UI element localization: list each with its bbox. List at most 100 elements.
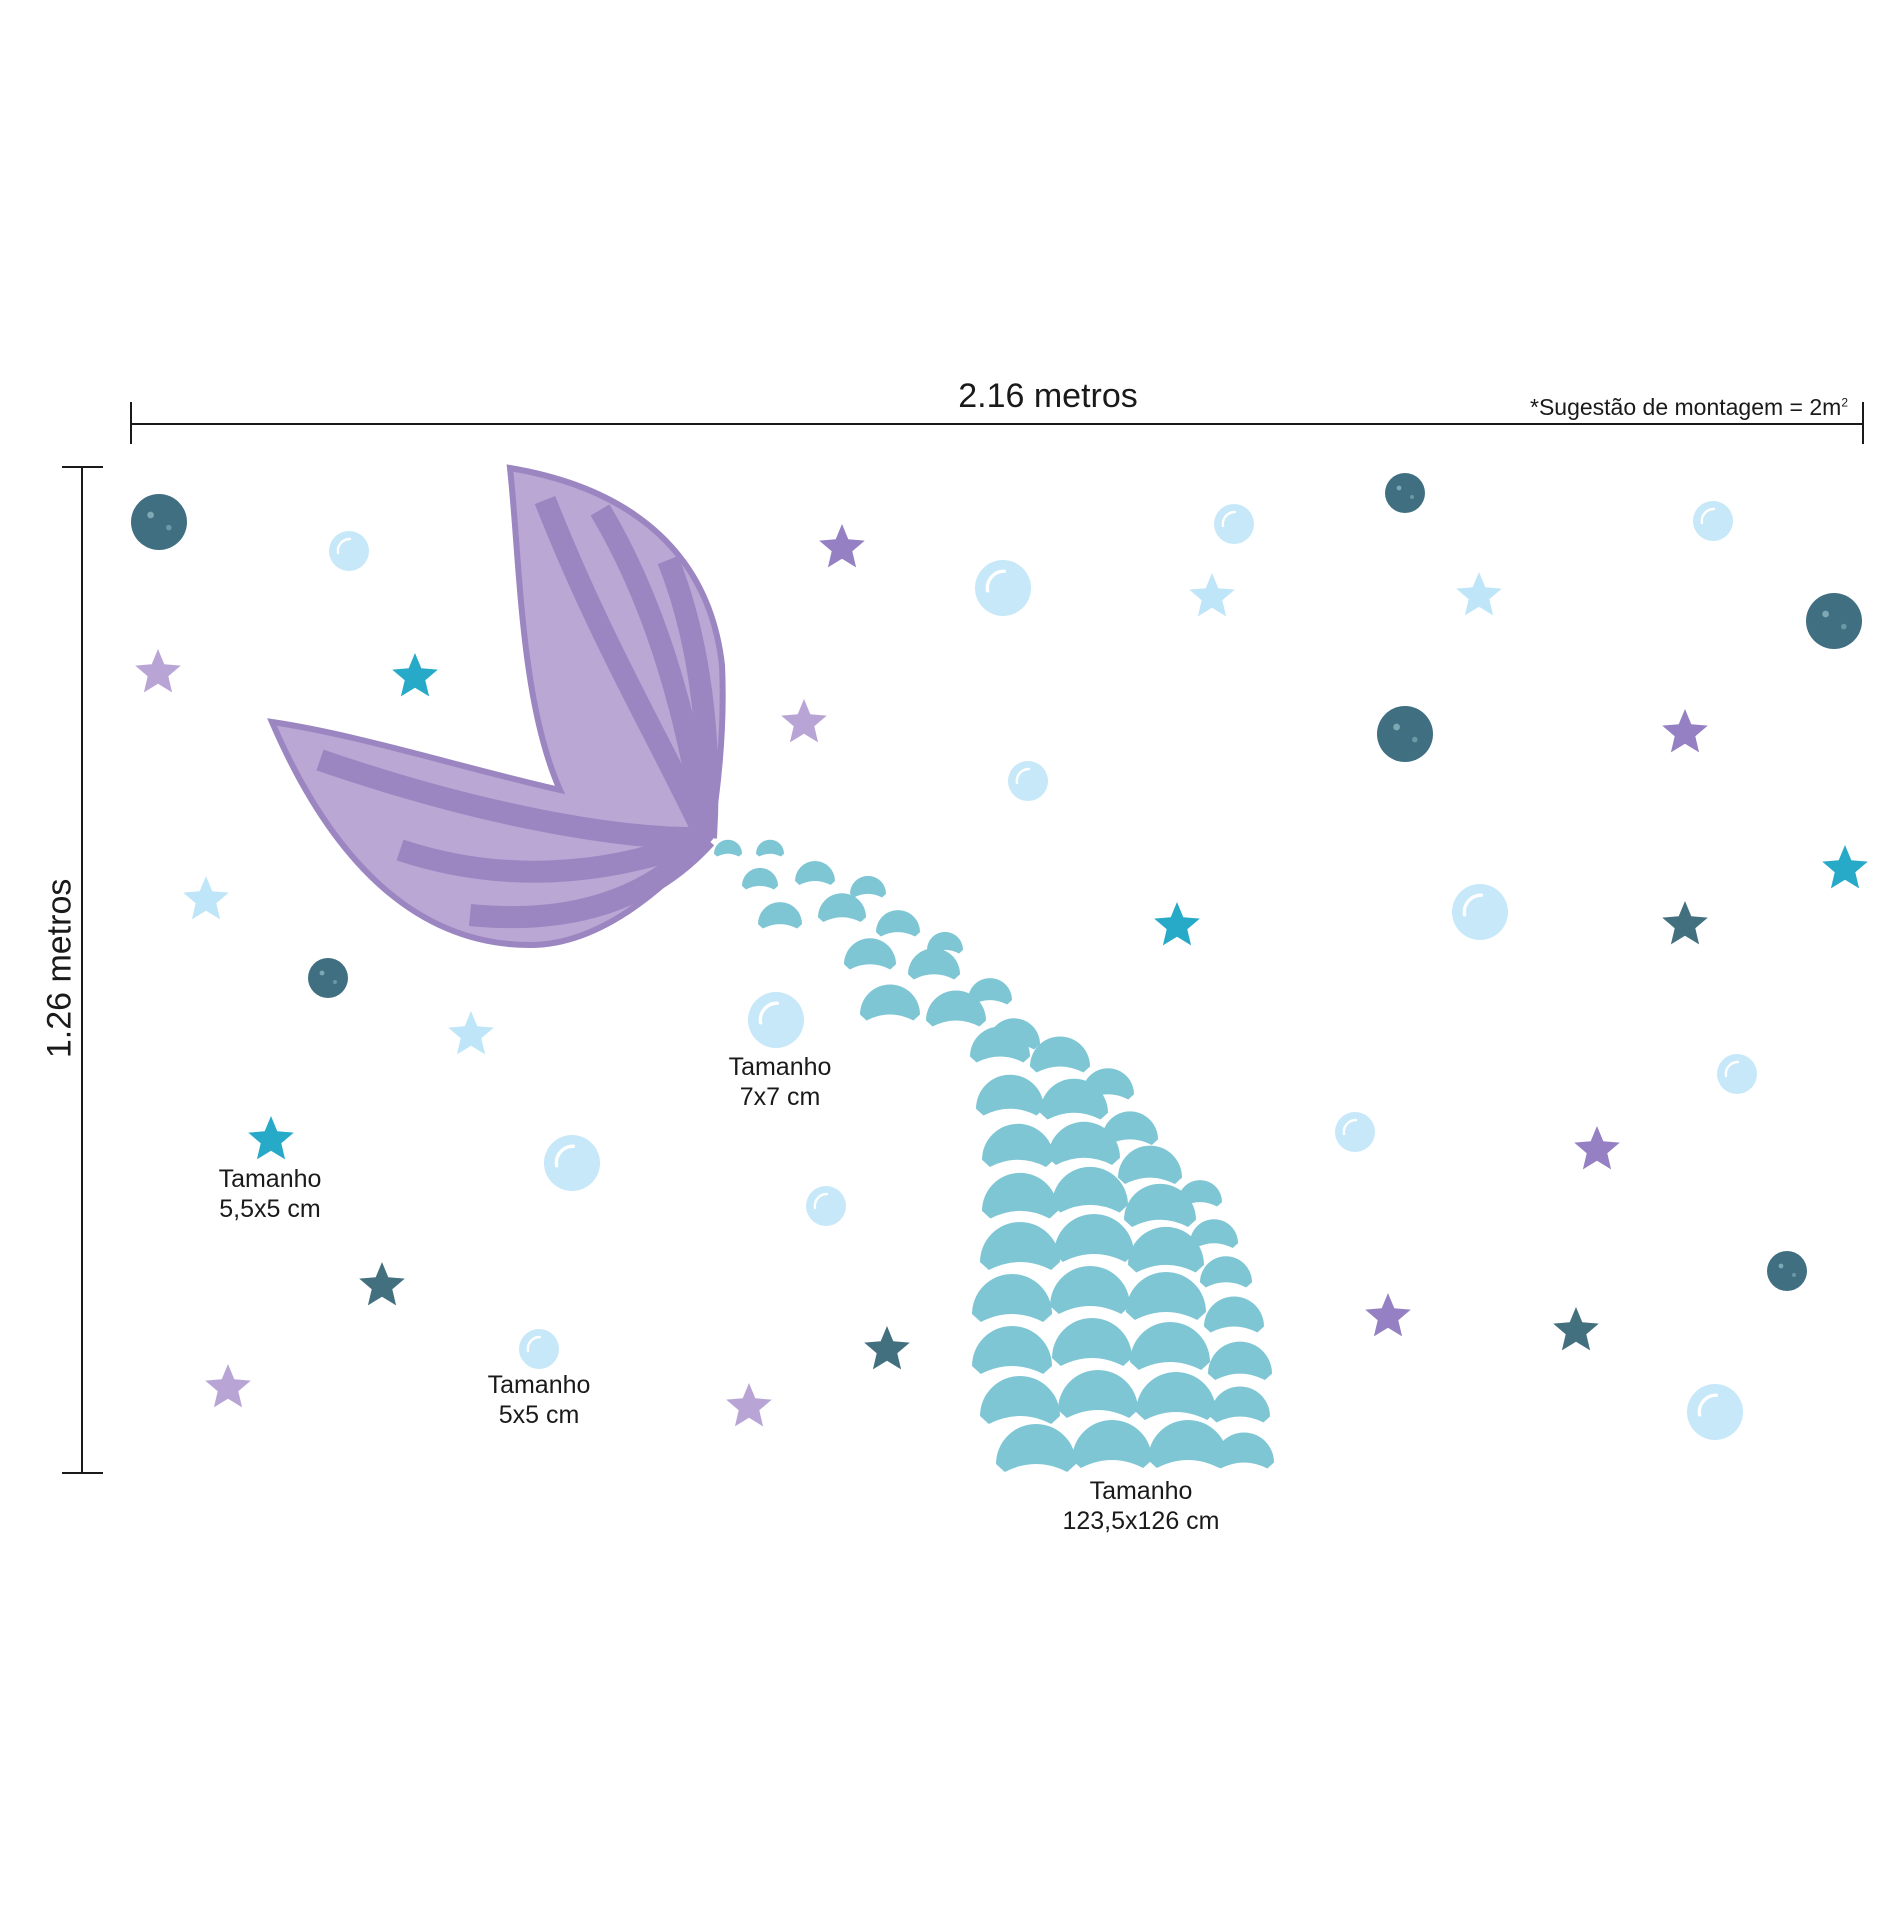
bubble-body bbox=[975, 560, 1031, 616]
glitter-dot-body bbox=[308, 958, 348, 998]
fish-scale-icon bbox=[1204, 1296, 1264, 1333]
bubble-icon bbox=[748, 992, 804, 1048]
size-label-value: 5x5 cm bbox=[498, 1401, 580, 1429]
star-icon bbox=[1574, 1126, 1620, 1170]
tail-fin-stripe bbox=[657, 555, 719, 839]
star-icon bbox=[1456, 572, 1502, 616]
glitter-dot-body bbox=[1385, 473, 1425, 513]
fish-scale-icon bbox=[1054, 1214, 1134, 1262]
size-label-tail: Tamanho 123,5x126 cm bbox=[1021, 1476, 1261, 1536]
bubble-highlight bbox=[554, 1144, 576, 1168]
bubble-highlight bbox=[1724, 1060, 1740, 1078]
fish-scale-icon bbox=[714, 839, 742, 857]
glitter-dot-sparkle bbox=[319, 970, 325, 976]
fish-scale-icon bbox=[1148, 1420, 1228, 1468]
fish-scale-icon bbox=[926, 990, 986, 1027]
mounting-note: *Sugestão de montagem = 2m2 bbox=[1530, 394, 1848, 422]
size-label-bubble: Tamanho 7x7 cm bbox=[660, 1052, 900, 1112]
glitter-dot-icon bbox=[1806, 593, 1862, 649]
bubble-icon bbox=[1335, 1112, 1375, 1152]
star-icon bbox=[1662, 709, 1708, 753]
bubble-highlight bbox=[985, 569, 1007, 593]
star-icon bbox=[248, 1116, 294, 1160]
glitter-dot-body bbox=[1767, 1251, 1807, 1291]
fish-scale-icon bbox=[1030, 1036, 1090, 1073]
star-icon bbox=[1553, 1307, 1599, 1351]
tail-fin-stripe bbox=[316, 749, 707, 850]
fish-scale-icon bbox=[1126, 1272, 1206, 1320]
star-icon bbox=[1365, 1293, 1411, 1337]
bubble-highlight bbox=[336, 537, 352, 555]
size-label-title: Tamanho bbox=[728, 1053, 832, 1081]
bubble-icon bbox=[806, 1186, 846, 1226]
fish-scale-icon bbox=[1052, 1166, 1128, 1213]
height-label: 1.26 metros bbox=[40, 878, 79, 1059]
bubble-highlight bbox=[526, 1335, 542, 1353]
glitter-dot-icon bbox=[1385, 473, 1425, 513]
bubble-highlight bbox=[1700, 507, 1716, 525]
star-icon bbox=[864, 1326, 910, 1370]
star-icon bbox=[183, 876, 229, 920]
glitter-dot-sparkle bbox=[147, 511, 154, 519]
star-icon bbox=[726, 1383, 772, 1427]
glitter-dot-sparkle bbox=[1410, 495, 1414, 499]
size-label-value: 5,5x5 cm bbox=[219, 1195, 321, 1223]
star-icon bbox=[392, 653, 438, 697]
bubble-body bbox=[544, 1135, 600, 1191]
size-label-star: Tamanho 5,5x5 cm bbox=[150, 1164, 390, 1224]
fish-scale-icon bbox=[972, 1326, 1052, 1374]
bubble-icon bbox=[1008, 761, 1048, 801]
bubble-icon bbox=[1687, 1384, 1743, 1440]
star-icon bbox=[781, 699, 827, 743]
bubble-body bbox=[519, 1329, 559, 1369]
mounting-note-text: *Sugestão de montagem = 2m bbox=[1530, 394, 1842, 420]
star-icon bbox=[205, 1364, 251, 1408]
fish-scale-icon bbox=[1118, 1145, 1182, 1184]
glitter-dot-icon bbox=[308, 958, 348, 998]
fish-scale-icon bbox=[1210, 1386, 1270, 1423]
fish-scale-icon bbox=[996, 1424, 1076, 1472]
bubble-body bbox=[1335, 1112, 1375, 1152]
glitter-dot-sparkle bbox=[1778, 1263, 1784, 1269]
fish-scale-icon bbox=[1048, 1121, 1120, 1165]
bubble-highlight bbox=[758, 1001, 780, 1025]
fish-scale-icon bbox=[980, 1376, 1060, 1424]
bubble-highlight bbox=[813, 1192, 829, 1210]
bubble-body bbox=[1687, 1384, 1743, 1440]
size-label-title: Tamanho bbox=[218, 1165, 322, 1193]
fish-scale-icon bbox=[860, 984, 920, 1021]
star-icon bbox=[1189, 573, 1235, 617]
bubble-highlight bbox=[1462, 893, 1484, 917]
glitter-dot-sparkle bbox=[1396, 485, 1402, 491]
fish-scale-icon bbox=[970, 1026, 1030, 1063]
fish-scale-icon bbox=[972, 1274, 1052, 1322]
fish-scale-icon bbox=[876, 910, 920, 937]
bubble-highlight bbox=[1221, 510, 1237, 528]
width-dimension-line bbox=[130, 402, 1864, 444]
fish-scale-icon bbox=[844, 938, 896, 970]
mounting-note-superscript: 2 bbox=[1841, 395, 1849, 410]
bubble-icon bbox=[1214, 504, 1254, 544]
fish-scale-icon bbox=[1128, 1226, 1204, 1273]
fish-scale-icon bbox=[850, 875, 886, 898]
bubble-body bbox=[1717, 1054, 1757, 1094]
glitter-dot-body bbox=[131, 494, 187, 550]
star-icon bbox=[448, 1011, 494, 1055]
glitter-dot-sparkle bbox=[1822, 610, 1829, 618]
glitter-dot-sparkle bbox=[1792, 1273, 1796, 1277]
fish-scale-icon bbox=[1124, 1183, 1196, 1227]
size-label-title: Tamanho bbox=[487, 1371, 591, 1399]
bubble-body bbox=[1693, 501, 1733, 541]
height-dimension-line bbox=[62, 466, 103, 1474]
star-icon bbox=[1154, 902, 1200, 946]
size-label-title: Tamanho bbox=[1089, 1477, 1193, 1505]
bubble-icon bbox=[329, 531, 369, 571]
fish-scale-icon bbox=[1052, 1318, 1132, 1366]
fish-scale-icon bbox=[1050, 1266, 1130, 1314]
bubble-body bbox=[329, 531, 369, 571]
fish-scale-icon bbox=[795, 861, 835, 885]
decorations-group bbox=[131, 473, 1868, 1440]
fish-scale-icon bbox=[968, 978, 1012, 1005]
